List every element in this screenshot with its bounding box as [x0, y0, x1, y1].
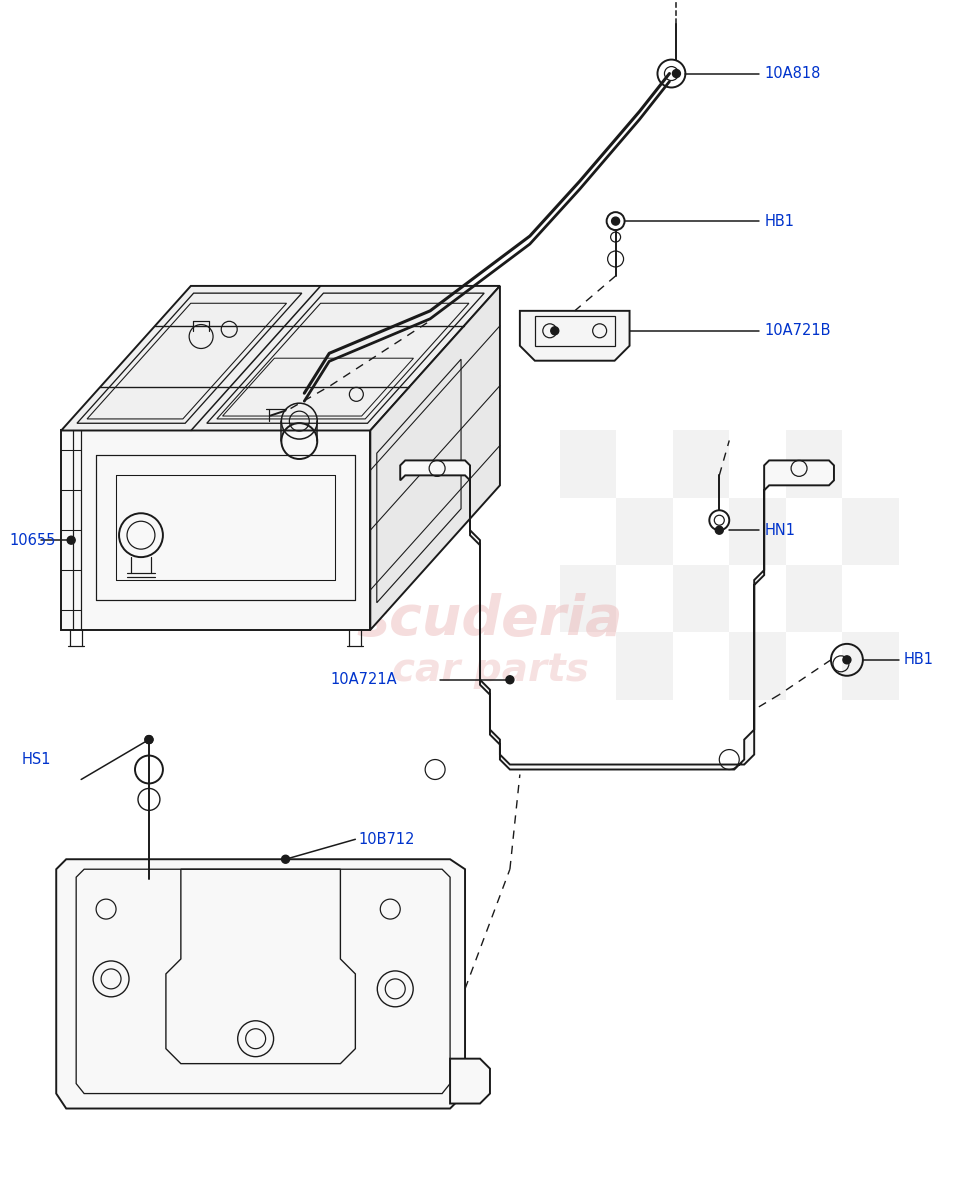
Polygon shape	[61, 431, 370, 630]
Bar	[785, 431, 841, 498]
Bar	[728, 632, 785, 700]
Bar	[616, 632, 672, 700]
Bar	[841, 498, 898, 565]
Circle shape	[67, 536, 75, 544]
Bar	[616, 498, 672, 565]
Polygon shape	[450, 1058, 490, 1104]
Bar	[672, 431, 728, 498]
Text: 10A721B: 10A721B	[763, 323, 830, 338]
Circle shape	[145, 736, 152, 744]
Text: HS1: HS1	[21, 752, 51, 767]
Circle shape	[550, 326, 558, 335]
Text: 10A721A: 10A721A	[330, 672, 396, 688]
Text: scuderia: scuderia	[356, 593, 622, 647]
Text: 10A818: 10A818	[763, 66, 820, 82]
Polygon shape	[61, 286, 499, 431]
Text: HB1: HB1	[902, 653, 933, 667]
Text: car parts: car parts	[391, 650, 588, 689]
Bar	[785, 565, 841, 632]
Circle shape	[611, 217, 618, 226]
Text: HB1: HB1	[763, 214, 793, 229]
Text: 10B712: 10B712	[358, 832, 415, 847]
Circle shape	[145, 736, 152, 744]
Text: 10655: 10655	[10, 533, 55, 547]
Bar	[672, 565, 728, 632]
Polygon shape	[400, 461, 833, 769]
Bar	[559, 565, 616, 632]
Circle shape	[281, 856, 290, 863]
Circle shape	[505, 676, 514, 684]
Circle shape	[672, 70, 679, 78]
Polygon shape	[56, 859, 464, 1109]
Polygon shape	[519, 311, 629, 361]
Text: HN1: HN1	[763, 523, 795, 538]
Bar	[559, 431, 616, 498]
Bar	[728, 498, 785, 565]
Circle shape	[715, 527, 722, 534]
Circle shape	[842, 656, 850, 664]
Polygon shape	[370, 286, 499, 630]
Bar	[841, 632, 898, 700]
